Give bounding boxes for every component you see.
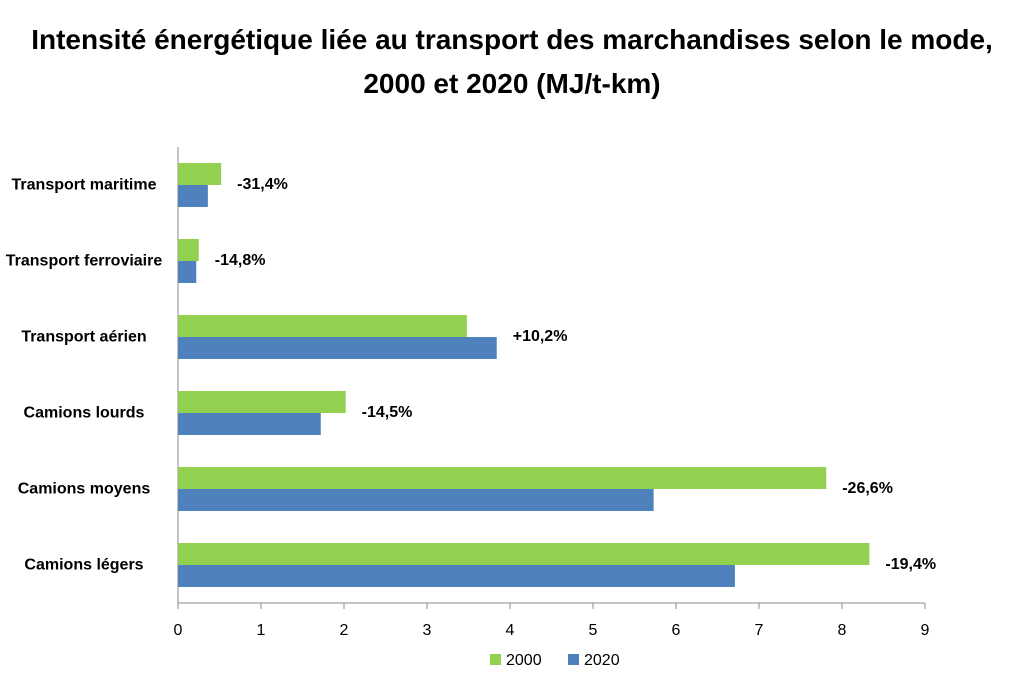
x-tick-label: 0 <box>174 622 183 639</box>
x-tick-label: 6 <box>672 622 681 639</box>
legend-label: 2020 <box>584 652 620 669</box>
annotation: -26,6% <box>842 480 893 497</box>
x-tick-label: 5 <box>589 622 598 639</box>
y-tick-label: Camions moyens <box>17 480 151 498</box>
annotation: -19,4% <box>885 556 936 573</box>
bar <box>178 413 321 435</box>
x-tick-label: 7 <box>755 622 764 639</box>
x-tick-label: 9 <box>921 622 930 639</box>
y-tick-label: Transport maritime <box>11 176 157 194</box>
annotation: -14,5% <box>362 404 413 421</box>
y-tick-label: Camions lourds <box>23 404 145 422</box>
bar <box>178 565 735 587</box>
y-tick-label: Camions légers <box>24 556 144 574</box>
x-tick-label: 3 <box>423 622 432 639</box>
chart-title: Intensité énergétique liée au transport … <box>31 24 993 99</box>
legend-swatch <box>568 654 579 665</box>
x-tick-label: 1 <box>257 622 266 639</box>
bar <box>178 337 497 359</box>
annotation: +10,2% <box>513 328 568 345</box>
legend-label: 2000 <box>506 652 542 669</box>
bar <box>178 163 222 185</box>
bar <box>178 467 827 489</box>
x-tick-label: 8 <box>838 622 847 639</box>
y-tick-label: Transport ferroviaire <box>5 252 163 270</box>
y-tick-label: Transport aérien <box>21 328 147 346</box>
bar <box>178 489 654 511</box>
bar <box>178 239 199 261</box>
legend-swatch <box>490 654 501 665</box>
bar <box>178 315 467 337</box>
x-tick-label: 4 <box>506 622 515 639</box>
annotation: -31,4% <box>237 176 288 193</box>
annotation: -14,8% <box>215 252 266 269</box>
bar <box>178 543 870 565</box>
bar <box>178 261 197 283</box>
bar <box>178 185 208 207</box>
x-tick-label: 2 <box>340 622 349 639</box>
bar <box>178 391 346 413</box>
